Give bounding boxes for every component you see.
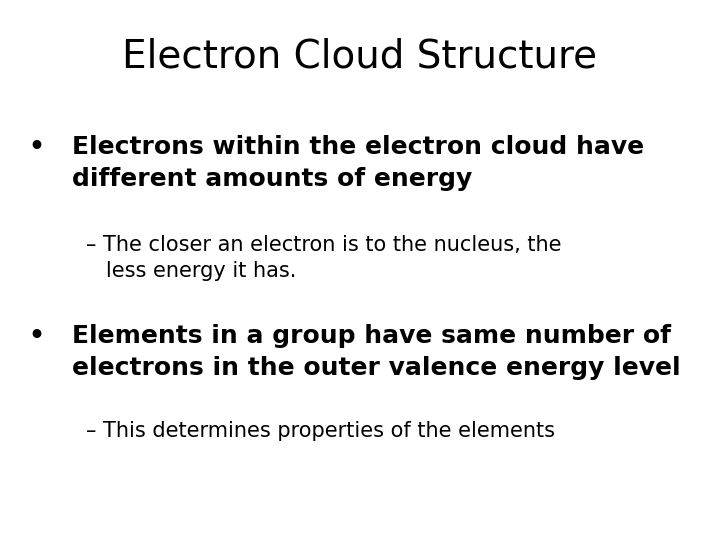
Text: Electrons within the electron cloud have
different amounts of energy: Electrons within the electron cloud have… [72,135,644,191]
Text: Electron Cloud Structure: Electron Cloud Structure [122,38,598,76]
Text: Elements in a group have same number of
electrons in the outer valence energy le: Elements in a group have same number of … [72,324,680,380]
Text: •: • [28,324,44,348]
Text: – This determines properties of the elements: – This determines properties of the elem… [86,421,555,441]
Text: •: • [28,135,44,159]
Text: – The closer an electron is to the nucleus, the
   less energy it has.: – The closer an electron is to the nucle… [86,235,562,281]
